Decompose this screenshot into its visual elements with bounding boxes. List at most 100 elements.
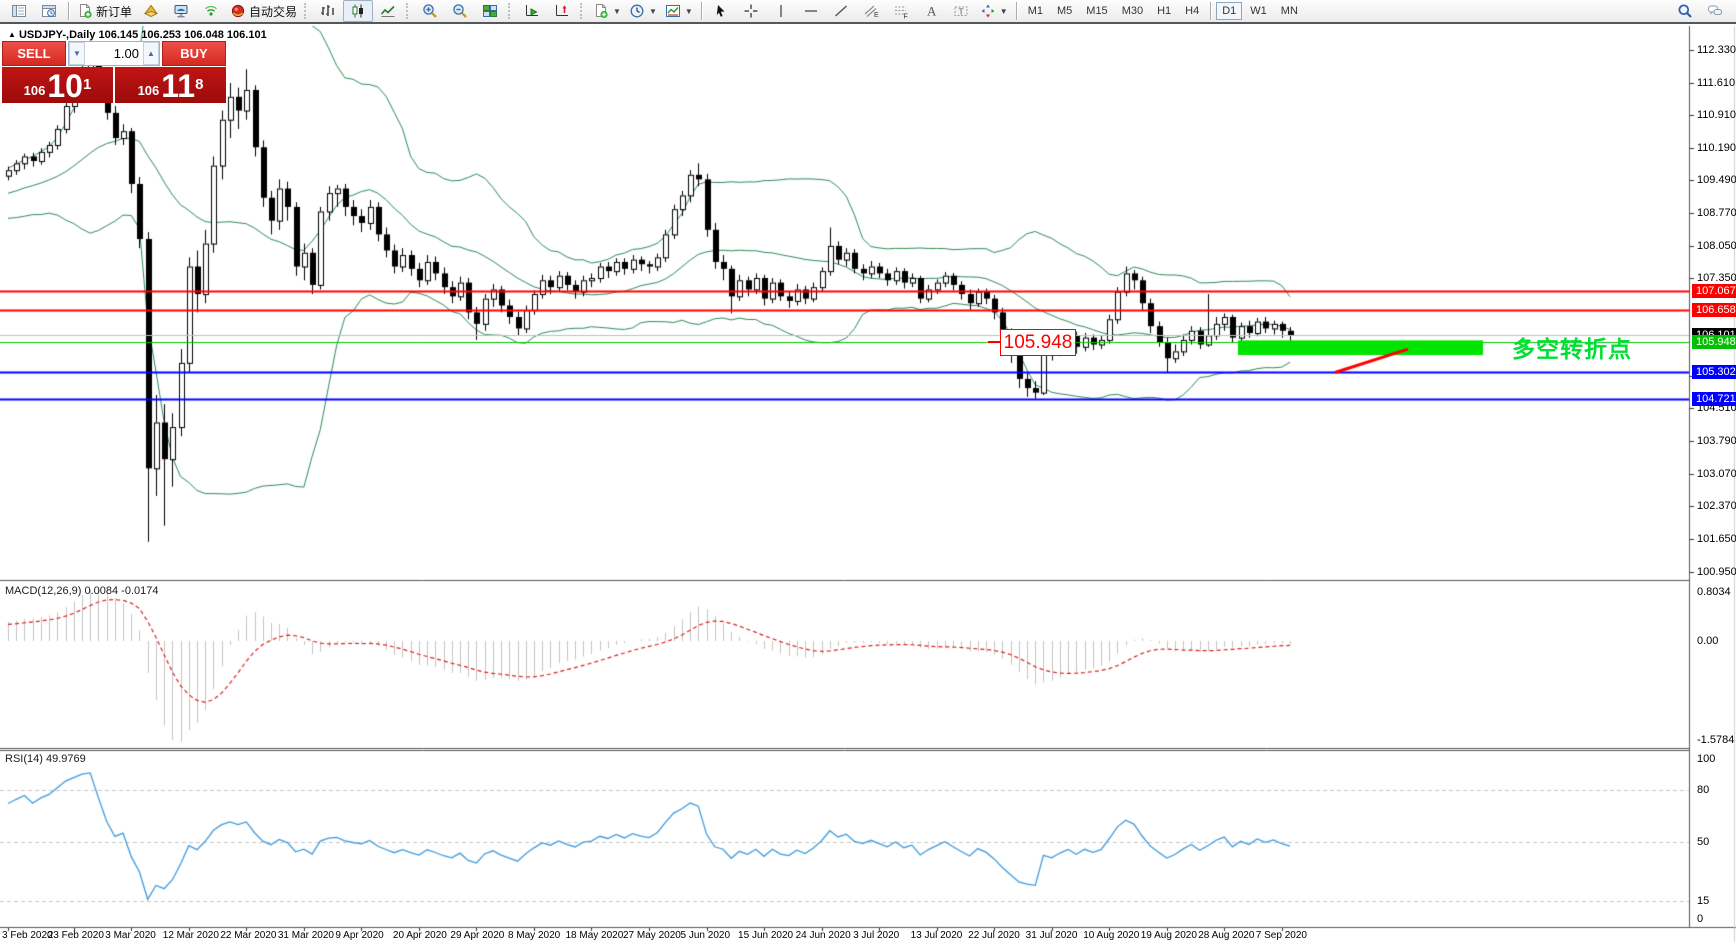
date-tick-label: 24 Jun 2020 xyxy=(795,930,851,941)
price-tick-label: 110.190 xyxy=(1697,141,1736,154)
community-chat-button[interactable] xyxy=(1700,0,1730,22)
chevron-down-icon: ▼ xyxy=(613,6,621,16)
timeframe-h1[interactable]: H1 xyxy=(1157,5,1172,17)
equidistant-channel-button[interactable]: E xyxy=(856,0,886,22)
new-order-button[interactable]: 新订单 xyxy=(73,0,136,22)
timeframe-m15[interactable]: M15 xyxy=(1086,5,1108,17)
text-label-button[interactable]: T xyxy=(946,0,976,22)
chevron-down-icon: ▼ xyxy=(999,6,1008,16)
sell-price[interactable]: 106 10 1 xyxy=(2,67,113,103)
date-tick-label: 13 Jul 2020 xyxy=(910,930,963,941)
zoom-out-button[interactable] xyxy=(445,0,475,22)
autotrading-button[interactable]: 自动交易 xyxy=(226,0,301,22)
price-note-dash xyxy=(988,341,1000,344)
price-tick-label: 103.790 xyxy=(1697,435,1736,448)
chart-window-icon xyxy=(11,3,27,19)
toolbar-grip xyxy=(580,3,586,19)
channel-icon: E xyxy=(863,3,879,19)
text-button[interactable]: A xyxy=(916,0,946,22)
line-chart-button[interactable] xyxy=(373,0,403,22)
sell-button[interactable]: SELL xyxy=(2,41,66,66)
buy-pips: 11 xyxy=(161,68,196,104)
price-tick-label: 108.770 xyxy=(1697,206,1736,219)
trendline-button[interactable] xyxy=(826,0,856,22)
volume-down-button[interactable]: ▼ xyxy=(69,42,85,65)
arrows-icon xyxy=(980,3,996,19)
buy-button[interactable]: BUY xyxy=(162,41,226,66)
indicators-button[interactable]: ▼ xyxy=(661,0,697,22)
price-tick-label: 102.370 xyxy=(1697,500,1736,513)
timeframe-w1[interactable]: W1 xyxy=(1250,5,1267,17)
sell-point: 1 xyxy=(82,76,92,93)
date-tick-label: 27 May 2020 xyxy=(623,930,681,941)
toolbar-separator xyxy=(1210,2,1212,20)
text-icon: A xyxy=(923,3,939,19)
symbol-arrow-icon: ▲ xyxy=(8,30,16,39)
price-line-label: 107.067 xyxy=(1692,283,1736,298)
vertical-line-button[interactable] xyxy=(766,0,796,22)
timeframe-m5[interactable]: M5 xyxy=(1057,5,1073,17)
profiles-button[interactable] xyxy=(34,0,64,22)
chart-shift-button[interactable] xyxy=(547,0,577,22)
crosshair-button[interactable] xyxy=(736,0,766,22)
turning-point-annotation[interactable]: 多空转折点 xyxy=(1512,336,1632,363)
label-icon: T xyxy=(953,3,969,19)
chevron-down-icon: ▼ xyxy=(684,6,693,16)
price-note-label[interactable]: 105.948 xyxy=(988,329,1076,357)
timeframe-mn[interactable]: MN xyxy=(1280,5,1298,17)
volume-input[interactable] xyxy=(85,45,143,62)
ohlc-values: 106.145 106.253 106.048 106.101 xyxy=(98,29,267,41)
autotrading-button-label: 自动交易 xyxy=(249,4,298,19)
indicator-axis-label: 0.00 xyxy=(1697,635,1719,648)
buy-price[interactable]: 106 11 8 xyxy=(115,67,226,103)
horizontal-line-button[interactable] xyxy=(796,0,826,22)
zoom-in-button[interactable] xyxy=(415,0,445,22)
timeframe-d1[interactable]: D1 xyxy=(1216,2,1243,20)
autoscroll-button[interactable] xyxy=(517,0,547,22)
templates-icon xyxy=(593,3,609,19)
volume-up-button[interactable]: ▲ xyxy=(143,42,159,65)
arrows-button[interactable]: ▼ xyxy=(976,0,1012,22)
cursor-button[interactable] xyxy=(706,0,736,22)
timeframe-h4[interactable]: H4 xyxy=(1185,5,1200,17)
date-tick-label: 20 Apr 2020 xyxy=(392,930,447,941)
date-tick-label: 3 Mar 2020 xyxy=(105,930,156,941)
metaeditor-button[interactable] xyxy=(136,0,166,22)
indicator-axis-label: 50 xyxy=(1697,835,1710,848)
new-order-button-label: 新订单 xyxy=(96,4,133,19)
timeframe-m1[interactable]: M1 xyxy=(1027,5,1043,17)
date-tick-label: 10 Aug 2020 xyxy=(1083,930,1140,941)
toolbar-separator xyxy=(700,2,702,20)
price-line-label: 106.658 xyxy=(1692,302,1736,317)
chevron-down-icon: ▼ xyxy=(648,6,657,16)
templates-button[interactable]: ▼ xyxy=(589,0,625,22)
tile-windows-button[interactable] xyxy=(475,0,505,22)
chat-icon xyxy=(1707,3,1723,19)
timeframe-m30[interactable]: M30 xyxy=(1121,5,1144,17)
signals-icon xyxy=(203,3,219,19)
fibonacci-icon: F xyxy=(893,3,909,19)
terminal-pc-icon xyxy=(173,3,189,19)
price-tick-label: 100.950 xyxy=(1697,565,1736,578)
chart-title: ▲ USDJPY-,Daily 106.145 106.253 106.048 … xyxy=(8,29,267,41)
periods-button[interactable]: ▼ xyxy=(625,0,661,22)
buy-big-figure: 106 xyxy=(137,83,160,98)
toolbar: 新订单 自动交易 ▼ ▼ ▼ E F A T ▼ M1 M5 M15 M30 H1 H4 D1 W1 MN xyxy=(0,0,1736,24)
macd-label: MACD(12,26,9) 0.0084 -0.0174 xyxy=(5,585,159,597)
bar-chart-button[interactable] xyxy=(313,0,343,22)
date-tick-label: 31 Jul 2020 xyxy=(1025,930,1078,941)
search-button[interactable] xyxy=(1670,0,1700,22)
one-click-trade-panel: SELL ▼ ▲ BUY 106 10 1 106 11 8 xyxy=(2,41,226,103)
price-tick-label: 108.050 xyxy=(1697,239,1736,252)
new-chart-button[interactable] xyxy=(4,0,34,22)
price-line-label: 105.302 xyxy=(1692,364,1736,379)
candle-chart-button[interactable] xyxy=(343,0,374,22)
toolbar-separator xyxy=(68,2,69,20)
price-tick-label: 111.610 xyxy=(1697,76,1736,89)
sell-pips: 10 xyxy=(47,68,83,104)
virtual-hosting-button[interactable] xyxy=(166,0,196,22)
fibonacci-button[interactable]: F xyxy=(886,0,916,22)
signals-button[interactable] xyxy=(196,0,226,22)
